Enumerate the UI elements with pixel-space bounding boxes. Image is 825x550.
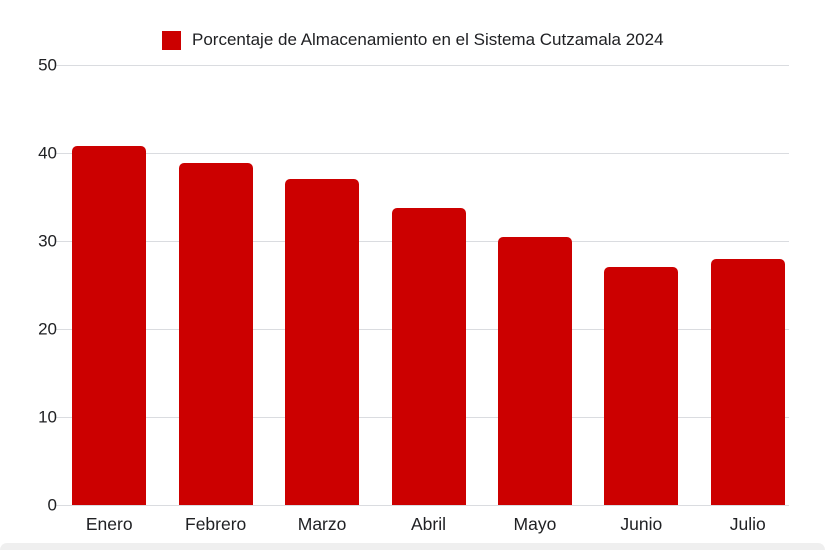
x-axis-label: Junio — [620, 514, 663, 534]
x-axis-label: Julio — [729, 514, 766, 534]
y-tick-label: 30 — [38, 231, 57, 251]
x-axis-label: Mayo — [513, 514, 557, 534]
gridline — [56, 153, 789, 154]
bar-junio[interactable] — [604, 267, 679, 505]
bar-mayo[interactable] — [497, 236, 572, 505]
bar-julio[interactable] — [710, 259, 785, 505]
bar-enero[interactable] — [72, 145, 147, 505]
bar-marzo[interactable] — [285, 179, 360, 505]
gridline — [56, 65, 789, 66]
x-axis-label: Enero — [85, 514, 133, 534]
y-tick-label: 50 — [38, 55, 57, 75]
x-axis-line — [56, 505, 789, 506]
legend-color-swatch — [162, 30, 181, 50]
bar-abril[interactable] — [391, 208, 466, 505]
bar-febrero[interactable] — [178, 162, 253, 505]
legend-label: Porcentaje de Almacenamiento en el Siste… — [192, 30, 664, 49]
x-axis-label: Abril — [410, 514, 447, 534]
y-tick-label: 40 — [38, 143, 57, 163]
x-axis-label: Febrero — [185, 514, 247, 534]
y-tick-label: 0 — [47, 495, 57, 515]
bottom-strip — [0, 543, 825, 550]
y-tick-label: 20 — [38, 319, 57, 339]
plot-area: 0 10 20 30 40 50 Enero Febrero Marzo Abril Mayo Jun… — [38, 57, 801, 534]
legend-item[interactable]: Porcentaje de Almacenamiento en el Siste… — [162, 30, 664, 50]
x-axis-label: Marzo — [297, 514, 347, 534]
y-tick-label: 10 — [38, 407, 57, 427]
